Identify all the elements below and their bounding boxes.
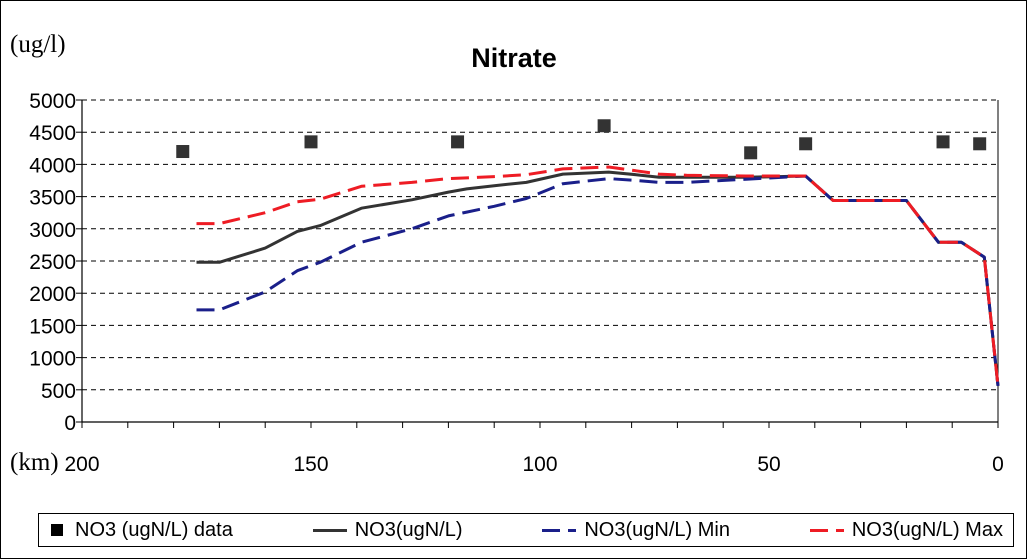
data-point-square: [176, 145, 190, 159]
gridlines: [82, 99, 998, 391]
x-tick-label: 50: [757, 453, 780, 476]
y-tick-label: 5000: [29, 90, 76, 113]
y-tick-label: 0: [64, 412, 76, 435]
data-point-square: [799, 137, 813, 151]
x-tick-label: 200: [64, 453, 99, 476]
data-point-square: [304, 135, 318, 149]
legend-label-model: NO3(ugN/L): [354, 518, 463, 541]
data-point-square: [936, 135, 950, 149]
x-tick-label: 100: [522, 453, 557, 476]
legend-item-min: NO3(ugN/L) Min: [542, 519, 730, 542]
y-tick-label: 1000: [29, 348, 76, 371]
y-tick-label: 1500: [29, 315, 76, 338]
x-tick-label: 0: [992, 453, 1004, 476]
x-axis-label: (km): [10, 449, 59, 476]
y-axis-label: (ug/l): [10, 31, 66, 58]
legend-square-marker: [51, 524, 63, 536]
y-tick-label: 3000: [29, 219, 76, 242]
y-tick-label: 4000: [29, 154, 76, 177]
legend-label-data: NO3 (ugN/L) data: [75, 518, 233, 541]
y-tick-label: 2000: [29, 283, 76, 306]
legend-dashed-blue-marker: [542, 528, 577, 532]
y-tick-label: 500: [41, 380, 76, 403]
y-tick-label: 2500: [29, 251, 76, 274]
x-tick-label: 150: [293, 453, 328, 476]
chart-title: Nitrate: [471, 43, 557, 73]
series-line-max: [196, 165, 1000, 387]
y-tick-label: 4500: [29, 122, 76, 145]
data-point-square: [597, 119, 611, 133]
axes: [76, 99, 999, 428]
legend-item-data: NO3 (ugN/L) data: [51, 519, 233, 542]
data-point-square: [973, 137, 987, 151]
legend-solid-line-marker: [312, 528, 347, 532]
legend-item-model: NO3(ugN/L): [312, 518, 463, 542]
legend-label-max: NO3(ugN/L) Max: [851, 518, 1003, 541]
chart-legend: NO3 (ugN/L) data NO3(ugN/L) NO3(ugN/L) M…: [38, 513, 1014, 547]
series-line-no3: [196, 170, 1000, 387]
legend-label-min: NO3(ugN/L) Min: [584, 518, 730, 541]
y-tick-label: 3500: [29, 187, 76, 210]
series-layer: [176, 119, 1000, 387]
legend-item-max: NO3(ugN/L) Max: [809, 518, 1003, 542]
legend-dashed-red-marker: [809, 528, 844, 532]
data-point-square: [744, 146, 758, 160]
data-point-square: [451, 135, 465, 149]
series-line-min: [196, 174, 1000, 387]
tick-labels: 0500100015002000250030003500400045005000…: [29, 90, 1004, 476]
